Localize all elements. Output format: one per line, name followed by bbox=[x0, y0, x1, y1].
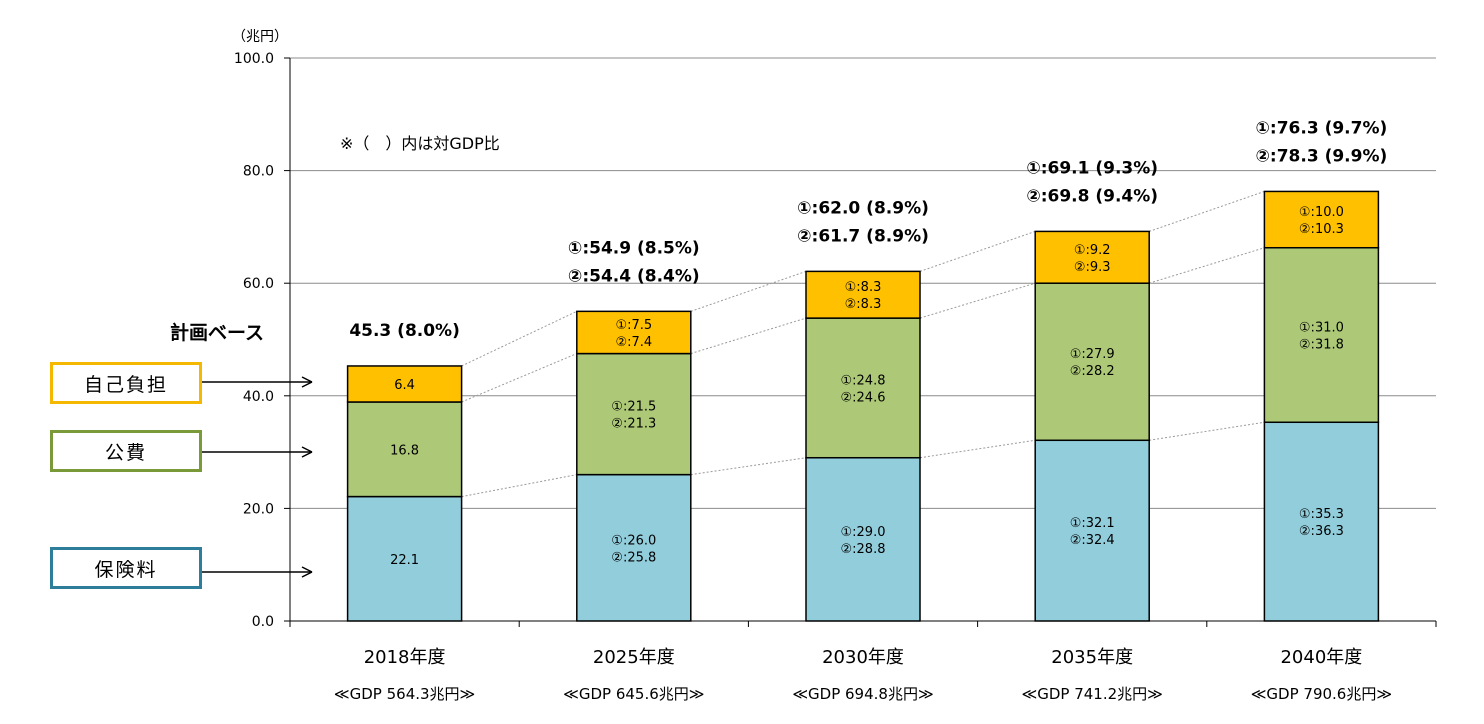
bar-segment bbox=[805, 317, 921, 459]
connector-line bbox=[1149, 247, 1265, 284]
gdp-ratio-note: ※（ ）内は対GDP比 bbox=[340, 134, 500, 153]
category-label: 2030年度 bbox=[822, 647, 904, 668]
gdp-label: ≪GDP 564.3兆円≫ bbox=[334, 685, 475, 703]
bar-value-label: ①:26.0 bbox=[611, 533, 656, 548]
bar-value-label: 16.8 bbox=[390, 443, 419, 458]
bar-value-label: ②:10.3 bbox=[1299, 222, 1344, 237]
connector-line bbox=[919, 282, 1036, 319]
connector-line bbox=[690, 317, 807, 355]
bar-value-label: ①:31.0 bbox=[1299, 320, 1344, 335]
category-label: 2040年度 bbox=[1280, 647, 1362, 668]
bar-segment bbox=[805, 270, 921, 319]
bar-value-label: ②:32.4 bbox=[1070, 533, 1115, 548]
category-label: 2035年度 bbox=[1051, 647, 1133, 668]
bar-value-label: ①:8.3 bbox=[845, 280, 882, 295]
y-tick-label: 40.0 bbox=[243, 389, 274, 405]
bar-segment bbox=[576, 352, 692, 476]
bar-segment bbox=[1034, 230, 1150, 284]
total-label: ①:69.1 (9.3%) bbox=[1026, 158, 1158, 178]
connector-line bbox=[1149, 190, 1265, 232]
total-label: ②:78.3 (9.9%) bbox=[1256, 146, 1388, 166]
bar-segment bbox=[805, 456, 921, 622]
bar-value-label: ①:21.5 bbox=[611, 400, 656, 415]
bar-value-label: ②:28.2 bbox=[1070, 364, 1115, 379]
bar-segment bbox=[1263, 190, 1380, 249]
bar-segment bbox=[346, 401, 463, 498]
connector-line bbox=[461, 353, 577, 403]
connector-line bbox=[690, 270, 807, 312]
bar-segment bbox=[576, 310, 692, 355]
total-label: ①:76.3 (9.7%) bbox=[1256, 118, 1388, 138]
legend-arrow-head bbox=[301, 376, 313, 388]
bar-segment bbox=[576, 473, 692, 622]
bar-value-label: 22.1 bbox=[390, 553, 419, 568]
legend-public: 公費 bbox=[50, 430, 202, 472]
y-tick-label: 100.0 bbox=[234, 51, 274, 67]
bar-value-label: ②:31.8 bbox=[1299, 337, 1344, 352]
connector-line bbox=[461, 474, 577, 498]
gdp-label: ≪GDP 790.6兆円≫ bbox=[1251, 685, 1392, 703]
bar-value-label: ②:7.4 bbox=[615, 335, 652, 350]
legend-self-pay: 自己負担 bbox=[50, 362, 202, 404]
bar-segment bbox=[1034, 439, 1150, 622]
legend-arrow-head bbox=[301, 446, 313, 458]
bar-segment bbox=[1263, 421, 1380, 622]
connector-line bbox=[919, 439, 1036, 459]
total-label: ①:54.9 (8.5%) bbox=[568, 238, 700, 258]
bar-value-label: ①:9.2 bbox=[1074, 243, 1111, 258]
bar-value-label: ①:35.3 bbox=[1299, 507, 1344, 522]
category-label: 2025年度 bbox=[593, 647, 675, 668]
bar-value-label: ②:9.3 bbox=[1074, 260, 1111, 275]
unit-label: （兆円） bbox=[232, 29, 288, 45]
connector-line bbox=[919, 230, 1036, 272]
y-tick-label: 20.0 bbox=[243, 501, 274, 517]
total-label: 45.3 (8.0%) bbox=[349, 321, 460, 341]
y-tick-label: 0.0 bbox=[252, 614, 274, 630]
connector-line bbox=[461, 310, 578, 367]
gdp-label: ≪GDP 694.8兆円≫ bbox=[792, 685, 933, 703]
plan-base-label: 計画ベース bbox=[170, 322, 265, 344]
category-label: 2018年度 bbox=[364, 647, 446, 668]
bar-value-label: ①:29.0 bbox=[841, 525, 886, 540]
bar-value-label: ②:8.3 bbox=[845, 297, 882, 312]
bar-value-label: ②:24.6 bbox=[841, 390, 886, 405]
bar-value-label: 6.4 bbox=[394, 378, 415, 393]
legend-insurance-label: 保険料 bbox=[94, 558, 158, 581]
y-tick-label: 60.0 bbox=[243, 276, 274, 292]
connector-line bbox=[690, 457, 807, 476]
bar-value-label: ①:27.9 bbox=[1070, 347, 1115, 362]
bar-segment bbox=[346, 365, 463, 403]
legend-insurance: 保険料 bbox=[50, 547, 202, 589]
bar-value-label: ②:21.3 bbox=[611, 417, 656, 432]
bar-value-label: ②:28.8 bbox=[841, 542, 886, 557]
bar-value-label: ②:25.8 bbox=[611, 550, 656, 565]
bar-value-label: ①:32.1 bbox=[1070, 516, 1115, 531]
gdp-label: ≪GDP 741.2兆円≫ bbox=[1022, 685, 1163, 703]
total-label: ①:62.0 (8.9%) bbox=[797, 198, 929, 218]
bar-segment bbox=[1263, 246, 1380, 424]
bar-value-label: ①:24.8 bbox=[841, 373, 886, 388]
gdp-label: ≪GDP 645.6兆円≫ bbox=[563, 685, 704, 703]
bar-value-label: ①:10.0 bbox=[1299, 205, 1344, 220]
total-label: ②:54.4 (8.4%) bbox=[568, 266, 700, 286]
bar-value-label: ②:36.3 bbox=[1299, 524, 1344, 539]
legend-public-label: 公費 bbox=[104, 441, 147, 464]
y-tick-label: 80.0 bbox=[243, 164, 274, 180]
legend-arrow-head bbox=[301, 566, 313, 578]
total-label: ②:61.7 (8.9%) bbox=[797, 226, 929, 246]
bar-value-label: ①:7.5 bbox=[615, 318, 652, 333]
connector-line bbox=[1149, 421, 1265, 441]
bar-segment bbox=[1034, 282, 1150, 442]
total-label: ②:69.8 (9.4%) bbox=[1026, 186, 1158, 206]
legend-self-pay-label: 自己負担 bbox=[83, 373, 168, 396]
